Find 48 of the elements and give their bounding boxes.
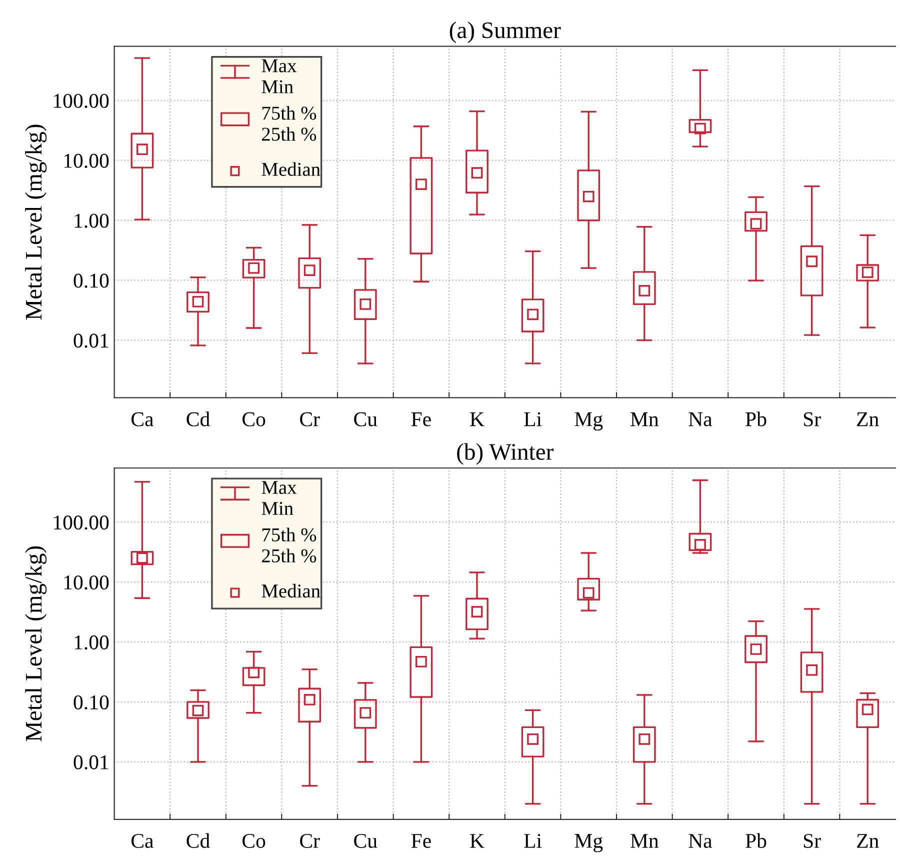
y-axis-title: Metal Level (mg/kg) bbox=[25, 546, 47, 742]
x-tick-label: Pb bbox=[746, 412, 766, 426]
y-tick-label: 0.10 bbox=[74, 274, 109, 288]
y-axis-title: Metal Level (mg/kg) bbox=[25, 124, 47, 320]
annotation: 75th % 25th % bbox=[262, 106, 316, 141]
x-tick-label: K bbox=[470, 834, 484, 848]
x-tick-label: Zn bbox=[857, 834, 879, 848]
x-tick-label: Cu bbox=[354, 412, 378, 426]
x-tick-label: Cr bbox=[300, 834, 320, 848]
chart-title: (a) Summer bbox=[450, 22, 561, 44]
x-tick-label: Ca bbox=[131, 412, 154, 426]
annotation: Max Min bbox=[262, 481, 297, 515]
x-tick-label: Mn bbox=[630, 834, 659, 848]
y-tick-label: 0.01 bbox=[74, 755, 108, 770]
x-tick-label: Co bbox=[242, 412, 266, 426]
x-tick-label: Ca bbox=[131, 834, 154, 848]
x-tick-label: Sr bbox=[804, 412, 821, 426]
annotation: 75th % 25th % bbox=[262, 528, 316, 562]
x-tick-label: Mg bbox=[574, 834, 603, 852]
y-tick-label: 10.00 bbox=[64, 154, 109, 168]
x-tick-label: Cr bbox=[300, 412, 320, 426]
x-tick-label: Mn bbox=[630, 412, 659, 426]
chart-title: (b) Winter bbox=[457, 443, 554, 465]
y-tick-label: 0.01 bbox=[74, 334, 108, 348]
x-tick-label: Fe bbox=[411, 412, 431, 426]
x-tick-label: Li bbox=[524, 834, 542, 848]
x-tick-label: Mg bbox=[574, 412, 603, 431]
y-tick-label: 10.00 bbox=[64, 575, 109, 590]
x-tick-label: Fe bbox=[411, 834, 431, 848]
x-tick-label: Zn bbox=[857, 412, 879, 426]
annotation: Max Min bbox=[262, 59, 297, 94]
y-tick-label: 1.00 bbox=[74, 214, 109, 228]
x-tick-label: Pb bbox=[746, 833, 766, 848]
y-tick-label: 100.00 bbox=[54, 94, 109, 108]
y-tick-label: 100.00 bbox=[54, 516, 109, 530]
x-tick-label: Cd bbox=[186, 412, 210, 426]
y-tick-label: 1.00 bbox=[74, 635, 109, 650]
x-tick-label: Cd bbox=[186, 833, 210, 848]
x-tick-label: Na bbox=[688, 412, 712, 426]
annotation: Median bbox=[262, 584, 320, 598]
x-tick-label: K bbox=[470, 412, 484, 426]
x-tick-label: Li bbox=[524, 412, 542, 426]
y-tick-label: 0.10 bbox=[74, 695, 109, 710]
x-tick-label: Na bbox=[688, 834, 712, 848]
x-tick-label: Co bbox=[242, 834, 266, 848]
x-tick-label: Cu bbox=[354, 834, 378, 848]
annotation: Median bbox=[262, 162, 320, 176]
x-tick-label: Sr bbox=[804, 834, 821, 848]
